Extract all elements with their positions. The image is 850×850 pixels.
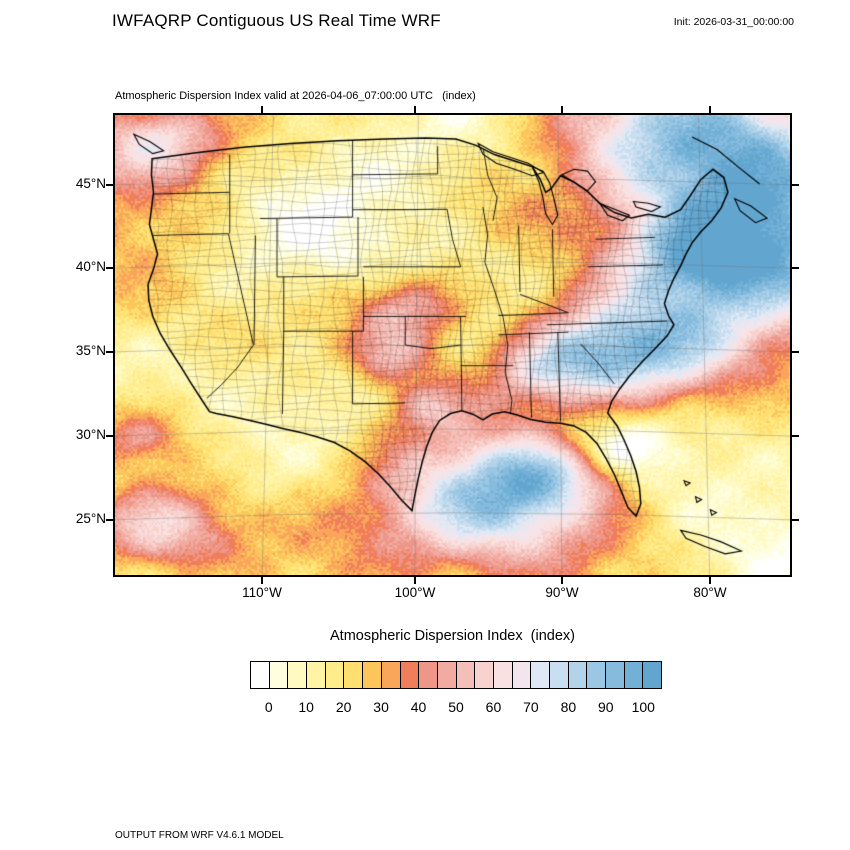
map-subtitle: Atmospheric Dispersion Index valid at 20… xyxy=(115,90,476,102)
colorbar-cell xyxy=(512,662,532,688)
axis-tick xyxy=(792,184,799,186)
colorbar-cell xyxy=(344,662,364,688)
colorbar-tick-90: 90 xyxy=(598,699,614,715)
colorbar-cell xyxy=(288,662,308,688)
axis-tick xyxy=(792,519,799,521)
colorbar-tick-labels: 0 10 20 30 40 50 60 70 80 90 100 xyxy=(250,699,662,717)
colorbar-cell xyxy=(643,662,662,688)
axis-tick xyxy=(792,267,799,269)
init-timestamp: Init: 2026-03-31_00:00:00 xyxy=(673,16,794,28)
lat-label-35n: 35°N xyxy=(75,343,106,358)
colorbar-tick-10: 10 xyxy=(298,699,314,715)
colorbar-cell xyxy=(493,662,513,688)
page-title: IWFAQRP Contiguous US Real Time WRF xyxy=(112,11,441,30)
colorbar-cell xyxy=(568,662,588,688)
axis-tick xyxy=(414,106,416,113)
lat-label-45n: 45°N xyxy=(75,176,106,191)
lat-label-30n: 30°N xyxy=(75,427,106,442)
colorbar-cell xyxy=(531,662,550,688)
colorbar-tick-40: 40 xyxy=(410,699,427,715)
colorbar-cell xyxy=(456,662,476,688)
colorbar-tick-0: 0 xyxy=(264,699,273,715)
us-map-canvas xyxy=(115,115,790,575)
colorbar xyxy=(250,661,662,689)
colorbar-cell xyxy=(606,662,625,688)
axis-tick xyxy=(561,577,563,584)
axis-tick xyxy=(414,577,416,584)
colorbar-cell xyxy=(381,662,401,688)
axis-tick xyxy=(261,106,263,113)
colorbar-cell xyxy=(269,662,289,688)
colorbar-cell xyxy=(437,662,457,688)
lat-label-40n: 40°N xyxy=(75,259,106,274)
axis-tick xyxy=(709,577,711,584)
colorbar-cell xyxy=(363,662,382,688)
axis-tick xyxy=(106,184,113,186)
colorbar-cell xyxy=(251,662,270,688)
axis-tick xyxy=(106,351,113,353)
axis-tick xyxy=(709,106,711,113)
colorbar-cell xyxy=(624,662,644,688)
lon-label-110w: 110°W xyxy=(242,585,282,600)
colorbar-tick-70: 70 xyxy=(523,699,539,715)
colorbar-cell xyxy=(400,662,420,688)
colorbar-cell xyxy=(550,662,569,688)
lon-label-100w: 100°W xyxy=(394,585,436,600)
axis-tick xyxy=(261,577,263,584)
lat-label-25n: 25°N xyxy=(75,511,106,526)
axis-tick xyxy=(106,435,113,437)
axis-tick xyxy=(792,435,799,437)
colorbar-tick-60: 60 xyxy=(485,699,502,715)
map-frame xyxy=(113,113,792,577)
footer-line1: OUTPUT FROM WRF V4.6.1 MODEL xyxy=(115,830,284,841)
axis-tick xyxy=(561,106,563,113)
colorbar-cell xyxy=(587,662,607,688)
colorbar-cell xyxy=(307,662,326,688)
colorbar-tick-20: 20 xyxy=(335,699,352,715)
axis-tick xyxy=(106,519,113,521)
colorbar-tick-50: 50 xyxy=(448,699,464,715)
axis-tick xyxy=(106,267,113,269)
colorbar-tick-100: 100 xyxy=(631,699,655,715)
colorbar-cell xyxy=(419,662,438,688)
lon-label-90w: 90°W xyxy=(545,585,579,600)
colorbar-cell xyxy=(475,662,494,688)
colorbar-title: Atmospheric Dispersion Index (index) xyxy=(330,628,575,644)
colorbar-tick-30: 30 xyxy=(373,699,389,715)
model-footer: OUTPUT FROM WRF V4.6.1 MODEL WE = 580 ; … xyxy=(115,803,508,850)
colorbar-tick-80: 80 xyxy=(560,699,577,715)
lon-label-80w: 80°W xyxy=(693,585,727,600)
axis-tick xyxy=(792,351,799,353)
colorbar-cell xyxy=(325,662,345,688)
